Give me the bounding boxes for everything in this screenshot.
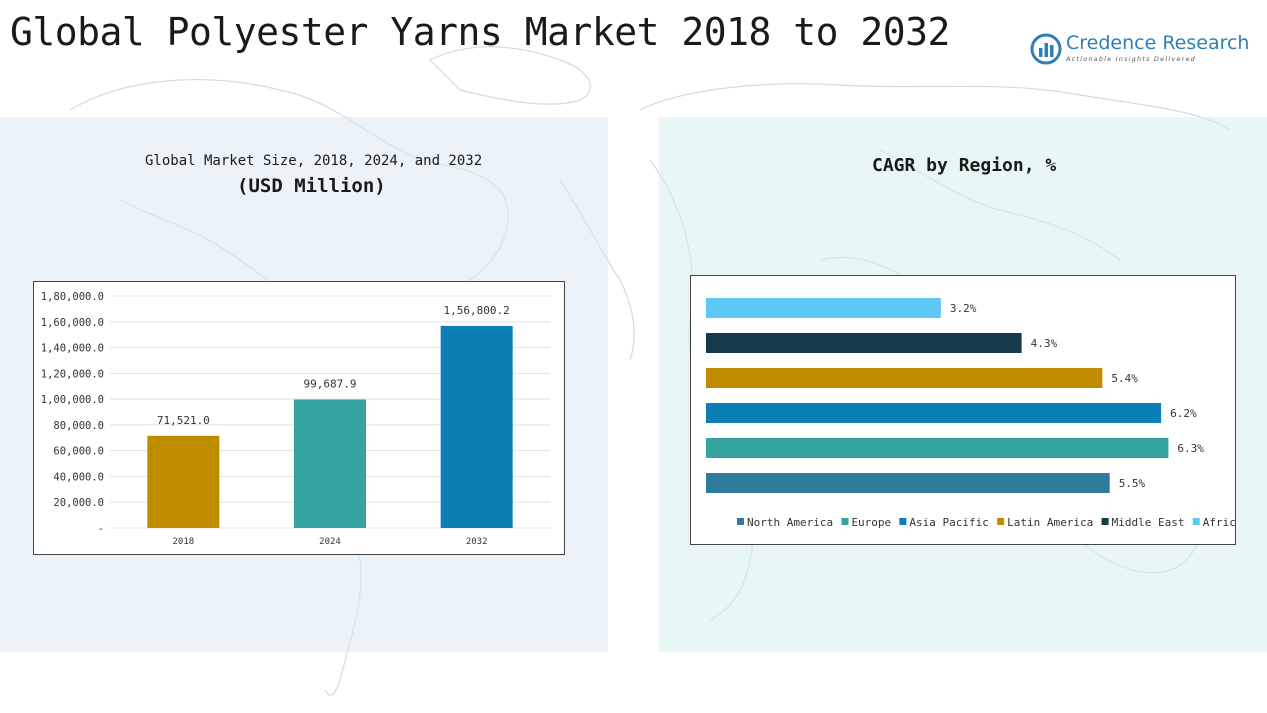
x-tick-label: 2032	[466, 537, 488, 547]
bar-value-label: 6.2%	[1170, 407, 1197, 420]
legend-swatch	[997, 518, 1005, 525]
credence-research-logo[interactable]: Credence Research Actionable Insights De…	[1030, 30, 1249, 70]
cagr-subtitle: CAGR by Region, %	[872, 155, 1057, 176]
legend-swatch	[1101, 518, 1109, 525]
page-title: Global Polyester Yarns Market 2018 to 20…	[10, 10, 950, 54]
bar-value-label: 6.3%	[1177, 442, 1204, 455]
bar-2024	[294, 399, 366, 528]
bar-middle-east	[706, 333, 1022, 353]
bar-asia-pacific	[706, 403, 1162, 423]
bar-2018	[147, 435, 220, 528]
legend-label: Africa	[1203, 516, 1235, 529]
legend-label: Europe	[851, 516, 891, 529]
market-size-panel: Global Market Size, 2018, 2024, and 2032…	[0, 117, 608, 652]
bar-value-label: 99,687.9	[304, 378, 357, 391]
legend-label: Latin America	[1007, 516, 1093, 529]
bar-value-label: 5.5%	[1119, 477, 1146, 490]
bar-value-label: 5.4%	[1111, 372, 1138, 385]
bar-africa	[706, 298, 941, 318]
market-size-subtitle-line1: Global Market Size, 2018, 2024, and 2032	[145, 153, 483, 169]
market-size-bar-chart: - 20,000.0 40,000.0 60,000.0 80,000.0 1,00,00…	[41, 291, 550, 547]
y-tick-label: 1,60,000.0	[41, 317, 104, 329]
bar-value-label: 3.2%	[950, 302, 977, 315]
cagr-chart-frame: 3.2% 4.3% 5.4% 6.2% 6.3% 5.5% North America Eur…	[690, 275, 1243, 545]
bar-value-label: 71,521.0	[157, 414, 210, 427]
legend-swatch	[841, 518, 849, 525]
logo-name: Credence Research	[1066, 32, 1250, 54]
y-tick-label: -	[98, 523, 104, 535]
legend-swatch	[899, 518, 907, 525]
y-tick-label: 1,20,000.0	[41, 368, 104, 380]
bar-value-label: 4.3%	[1031, 337, 1058, 350]
x-tick-label: 2018	[172, 537, 194, 547]
y-tick-label: 1,40,000.0	[41, 343, 104, 355]
market-size-chart-frame: - 20,000.0 40,000.0 60,000.0 80,000.0 1,00,00…	[33, 281, 565, 555]
legend-swatch	[737, 518, 744, 525]
market-size-subtitle-line2: (USD Million)	[237, 175, 386, 197]
y-tick-label: 1,80,000.0	[41, 291, 104, 303]
bar-latin-america	[706, 368, 1103, 388]
legend-swatch	[1192, 518, 1200, 525]
bar-value-label: 1,56,800.2	[444, 304, 510, 317]
legend-label: Middle East	[1112, 516, 1185, 529]
logo-chart-icon	[1030, 33, 1062, 65]
cagr-horizontal-bar-chart: 3.2% 4.3% 5.4% 6.2% 6.3% 5.5% North America Eur…	[706, 298, 1243, 529]
y-tick-label: 1,00,000.0	[41, 394, 104, 406]
bar-europe	[706, 438, 1169, 458]
legend-label: Asia Pacific	[909, 516, 988, 529]
y-tick-label: 20,000.0	[53, 497, 104, 509]
cagr-panel: CAGR by Region, % 3.2% 4.3% 5.4% 6.2% 6.3% 5.…	[659, 117, 1267, 652]
y-tick-label: 80,000.0	[53, 420, 104, 432]
bar-north-america	[706, 473, 1110, 493]
logo-tagline: Actionable Insights Delivered	[1066, 55, 1196, 63]
bar-2032	[440, 325, 513, 528]
x-tick-label: 2024	[319, 537, 341, 547]
y-tick-label: 60,000.0	[53, 446, 104, 458]
y-tick-label: 40,000.0	[53, 471, 104, 483]
legend-label: North America	[747, 516, 833, 529]
